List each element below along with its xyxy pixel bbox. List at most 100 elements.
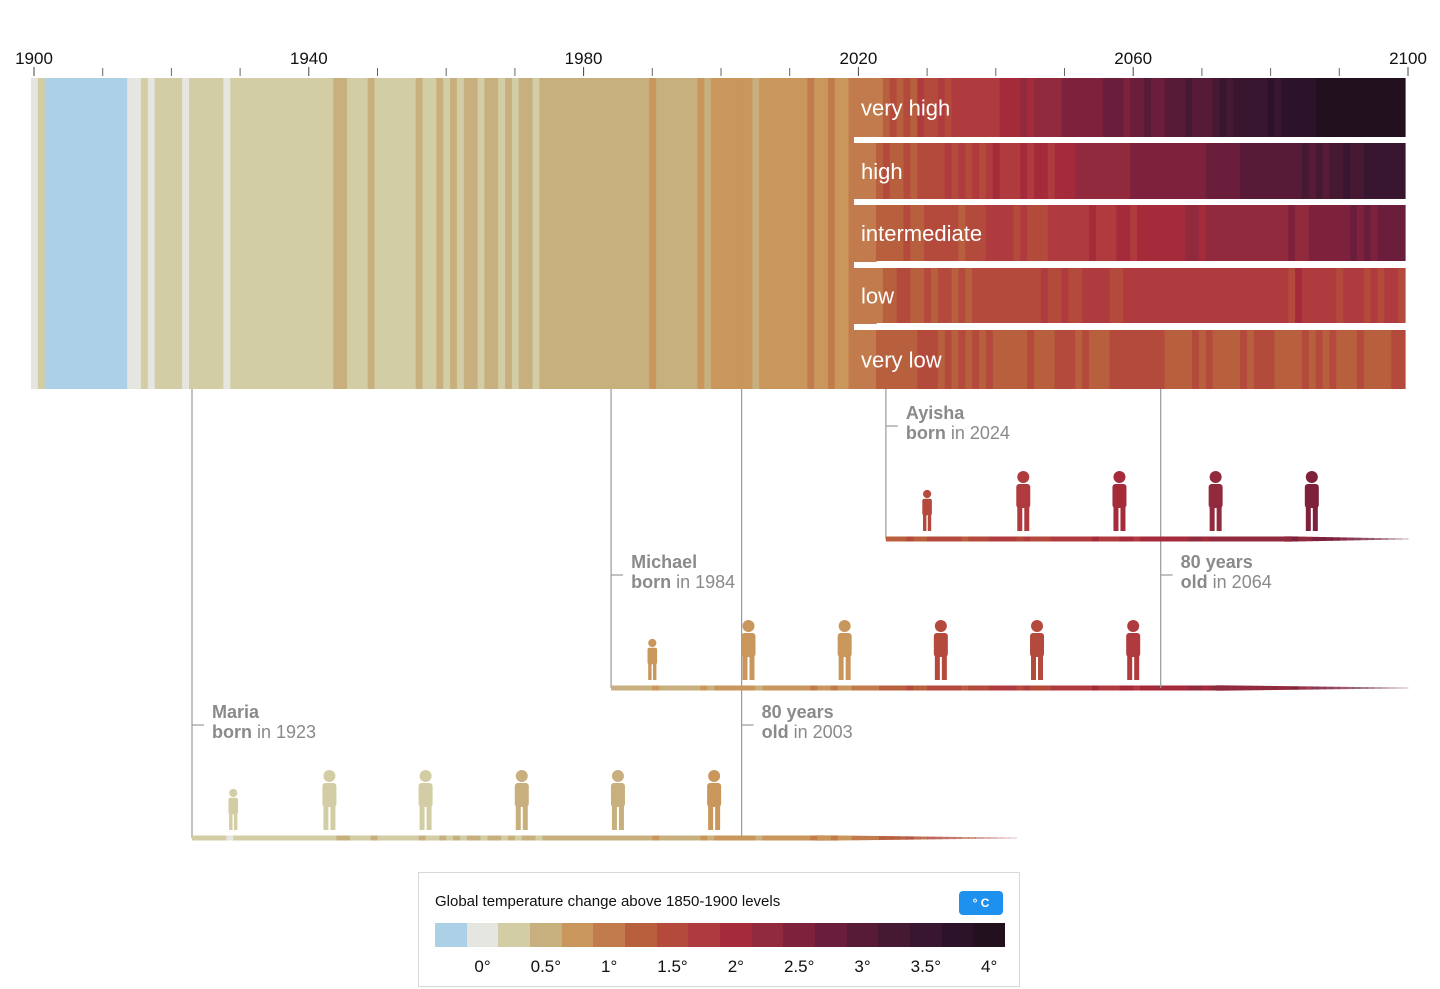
scenario-stripe <box>1212 78 1221 137</box>
lifetime-bar-segment <box>1098 685 1107 691</box>
scenario-stripe <box>1281 78 1289 137</box>
lifetime-bar-segment <box>824 835 832 841</box>
lifetime-bar-segment <box>411 835 420 841</box>
scenario-stripe <box>1116 143 1124 199</box>
lifetime-bar-segment <box>734 685 743 691</box>
lifetime-bar-segment <box>198 835 207 841</box>
scenario-stripe <box>1150 330 1159 389</box>
scenario-stripe <box>1315 78 1324 137</box>
lifetime-bar-segment <box>872 835 880 841</box>
scenario-stripe <box>965 205 973 261</box>
stripe-1984 <box>608 78 616 389</box>
scenario-stripe <box>1164 268 1173 323</box>
lifetime-bar-segment <box>679 685 688 691</box>
lifetime-bar-segment <box>219 835 227 841</box>
lifetime-bar-segment <box>741 835 749 841</box>
lifetime-bar-segment <box>700 835 708 841</box>
scenario-stripe <box>924 205 932 261</box>
stripe-1958 <box>429 78 437 389</box>
stripe-1944 <box>333 78 341 389</box>
scenario-stripe <box>1240 143 1248 199</box>
scenario-stripe <box>896 143 905 199</box>
lifetime-bar-segment <box>398 835 406 841</box>
lifetime-bar-segment <box>968 536 976 542</box>
stripe-1965 <box>477 78 486 389</box>
scenario-stripe <box>930 268 939 323</box>
scenario-stripe <box>1274 78 1282 137</box>
scenario-stripe <box>1109 143 1118 199</box>
scenario-stripe <box>1198 78 1207 137</box>
stripe-1951 <box>381 78 389 389</box>
legend-tick-label: 0.5° <box>530 957 562 976</box>
lifetime-bar-segment <box>281 835 289 841</box>
lifetime-bar-segment <box>501 835 509 841</box>
legend-color-swatch <box>498 923 531 947</box>
scenario-stripe <box>896 268 905 323</box>
scenario-stripe <box>1240 268 1248 323</box>
scenario-stripe <box>1157 78 1166 137</box>
stripe-1968 <box>498 78 506 389</box>
lifetime-bar-segment <box>1243 685 1251 691</box>
scenario-stripe <box>876 143 884 199</box>
scenario-stripe <box>1398 143 1406 199</box>
stripe-1962 <box>456 78 465 389</box>
stripe-1957 <box>422 78 431 389</box>
lifetime-bar-segment <box>1188 536 1196 542</box>
lifetime-bar-segment <box>1263 536 1272 542</box>
scenario-stripe <box>1116 205 1124 261</box>
scenario-stripe <box>1356 143 1365 199</box>
scenario-stripe <box>1398 268 1406 323</box>
lifetime-bar-segment <box>1236 536 1244 542</box>
stripe-1976 <box>553 78 561 389</box>
person-silhouette-icon <box>741 620 756 680</box>
scenario-stripe <box>937 205 946 261</box>
scenario-stripe <box>1391 205 1399 261</box>
lifetime-bar-segment <box>1064 536 1072 542</box>
scenario-stripe <box>1281 143 1289 199</box>
scenario-stripe <box>1198 268 1207 323</box>
legend-color-swatch <box>593 923 626 947</box>
scenario-stripe <box>1226 143 1234 199</box>
scenario-stripe <box>1034 143 1042 199</box>
lifetime-bar-segment <box>1263 685 1272 691</box>
lifetime-bar-segment <box>576 835 585 841</box>
lifetime-bar-segment <box>940 836 949 840</box>
stripe-1969 <box>505 78 513 389</box>
stripe-1995 <box>683 78 692 389</box>
age-80-label: 80 years <box>1181 552 1253 572</box>
scenario-stripe <box>1253 143 1262 199</box>
lifetime-bar-segment <box>1160 685 1169 691</box>
temperature-stripes <box>31 78 877 389</box>
stripe-1919 <box>161 78 169 389</box>
stripe-2001 <box>724 78 733 389</box>
lifetime-bar-segment <box>844 685 853 691</box>
lifetime-bar-segment <box>617 685 626 691</box>
scenario-divider <box>854 137 1410 143</box>
lifetime-bar-segment <box>1325 537 1333 541</box>
scenario-stripe <box>1137 78 1145 137</box>
scenario-stripe <box>1068 268 1076 323</box>
unit-toggle-button[interactable]: ° C <box>959 891 1003 915</box>
scenario-stripe <box>1384 143 1392 199</box>
scenario-stripe <box>972 268 980 323</box>
scenario-stripe <box>979 143 987 199</box>
scenario-stripe <box>937 268 946 323</box>
stripe-1966 <box>484 78 492 389</box>
lifetime-bar-segment <box>343 835 351 841</box>
scenario-stripe <box>979 330 987 389</box>
lifetime-bar-segment <box>1353 687 1361 689</box>
stripe-1978 <box>566 78 575 389</box>
lifetime-bar-segment <box>1380 687 1388 689</box>
stripe-1979 <box>573 78 582 389</box>
stripe-1930 <box>237 78 245 389</box>
lifetime-bar-segment <box>1140 685 1148 691</box>
stripe-1932 <box>250 78 259 389</box>
scenario-stripe <box>1260 330 1269 389</box>
lifetime-bar-segment <box>1030 685 1038 691</box>
stripe-2017 <box>834 78 843 389</box>
lifetime-bar-segment <box>652 685 660 691</box>
scenario-stripe <box>917 78 925 137</box>
lifetime-bar-segment <box>789 685 798 691</box>
scenario-stripe <box>1336 143 1344 199</box>
